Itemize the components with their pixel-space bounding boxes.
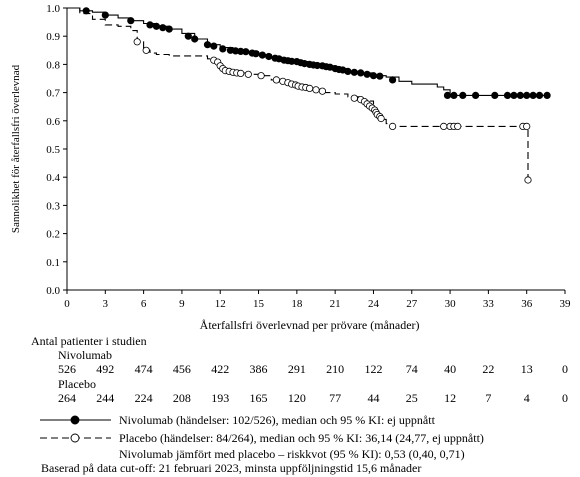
censor-point-nivolumab	[450, 91, 458, 100]
censor-point-placebo	[237, 69, 245, 78]
hazard-ratio-text: Nivolumab jämfört med placebo – riskkvot…	[119, 447, 465, 461]
x-axis-label: Återfallsfri överlevnad per prövare (mån…	[200, 318, 420, 332]
legend-sample-marker	[70, 415, 80, 425]
censor-point-nivolumab	[252, 50, 260, 58]
censor-point-nivolumab	[152, 22, 160, 30]
censor-point-nivolumab	[529, 91, 537, 100]
y-tick-label: 0.0	[46, 285, 60, 297]
censor-point-nivolumab	[376, 72, 384, 80]
x-tick-label: 15	[253, 298, 265, 310]
x-tick-label: 33	[483, 298, 495, 310]
censor-point-nivolumab	[503, 91, 512, 100]
censor-point-nivolumab	[510, 91, 518, 100]
censor-point-nivolumab	[491, 91, 499, 100]
x-tick-label: 18	[291, 298, 303, 310]
censor-point-placebo	[257, 72, 265, 80]
censor-point-placebo	[142, 46, 150, 54]
censor-point-placebo	[388, 122, 397, 131]
censor-point-nivolumab	[203, 41, 212, 49]
y-tick-label: 0.3	[46, 200, 60, 212]
x-tick-label: 12	[215, 298, 226, 310]
x-ticks: 0 3 6 9 12 15 18 21 24 27 30 33 36 39	[64, 290, 571, 310]
censor-point-nivolumab	[258, 51, 266, 59]
censor-point-nivolumab	[219, 45, 227, 53]
censor-point-nivolumab	[369, 72, 378, 80]
censor-point-placebo	[133, 38, 141, 46]
x-tick-label: 36	[521, 298, 533, 310]
y-tick-label: 0.4	[46, 172, 60, 184]
y-axis-label: Sannolikhet för återfallsfri överlevnad	[10, 64, 22, 233]
censor-point-placebo	[350, 94, 358, 102]
censor-point-placebo	[440, 122, 448, 131]
censor-point-nivolumab	[165, 25, 173, 33]
y-tick-label: 0.5	[46, 144, 60, 156]
y-ticks: 0.0 0.1 0.2 0.3 0.4 0.5 0.6 0.7 0.8 0.9 1.0	[46, 3, 67, 297]
censor-point-placebo	[454, 122, 462, 131]
censor-point-nivolumab	[535, 91, 544, 100]
y-tick-label: 0.7	[46, 88, 60, 100]
censor-point-nivolumab	[516, 91, 524, 100]
censor-point-nivolumab	[184, 32, 192, 40]
censor-point-placebo	[524, 176, 532, 184]
censor-point-nivolumab	[350, 68, 358, 76]
censor-point-nivolumab	[471, 91, 480, 100]
censor-point-nivolumab	[363, 70, 371, 78]
censor-point-nivolumab	[265, 52, 273, 61]
censor-point-placebo	[318, 87, 326, 95]
censor-point-nivolumab	[344, 67, 352, 76]
y-tick-label: 0.6	[46, 116, 60, 128]
x-tick-label: 39	[560, 298, 572, 310]
x-tick-label: 6	[141, 298, 147, 310]
censor-point-nivolumab	[146, 21, 154, 29]
plot-area	[67, 7, 551, 184]
x-tick-label: 24	[368, 298, 380, 310]
series-line-nivolumab	[67, 7, 546, 96]
censor-point-placebo	[377, 114, 385, 123]
censor-point-placebo	[272, 76, 280, 84]
y-tick-label: 0.1	[46, 257, 60, 269]
series-line-placebo	[67, 7, 529, 180]
x-tick-label: 0	[64, 298, 70, 310]
censor-point-nivolumab	[357, 69, 365, 77]
axes: 0.00.10.20.30.40.50.60.70.80.91.0 0 3 6 9 12…	[10, 3, 571, 332]
censor-point-placebo	[305, 84, 314, 93]
censor-point-nivolumab	[543, 91, 551, 100]
y-tick-label: 0.9	[46, 31, 60, 43]
censor-point-nivolumab	[127, 17, 135, 25]
x-tick-label: 3	[103, 298, 109, 310]
censor-point-nivolumab	[523, 91, 531, 100]
footnote: Baserad på data cut-off: 21 februari 202…	[41, 461, 422, 475]
censor-point-nivolumab	[159, 24, 167, 32]
censor-point-placebo	[244, 70, 252, 78]
censor-point-nivolumab	[242, 48, 250, 56]
censor-point-nivolumab	[210, 42, 218, 50]
legend-entry-nivolumab: Nivolumab (händelser: 102/526), median o…	[119, 413, 435, 427]
y-tick-label: 1.0	[46, 3, 60, 15]
x-tick-label: 9	[179, 298, 185, 310]
censor-point-nivolumab	[82, 7, 90, 15]
censor-point-nivolumab	[388, 76, 397, 84]
censor-point-nivolumab	[443, 91, 452, 100]
x-tick-label: 27	[406, 298, 418, 310]
censor-point-nivolumab	[459, 91, 467, 100]
y-tick-label: 0.8	[46, 59, 60, 71]
censor-point-placebo	[523, 122, 531, 131]
x-tick-label: 21	[330, 298, 341, 310]
censor-point-nivolumab	[191, 35, 199, 43]
censor-point-placebo	[312, 86, 320, 94]
x-tick-label: 30	[445, 298, 457, 310]
legend-samples	[40, 415, 111, 443]
legend-entry-placebo: Placebo (händelser: 84/264), median och …	[119, 431, 484, 445]
censor-point-nivolumab	[101, 11, 109, 19]
legend-sample-marker	[70, 433, 80, 443]
y-tick-label: 0.2	[46, 229, 60, 241]
